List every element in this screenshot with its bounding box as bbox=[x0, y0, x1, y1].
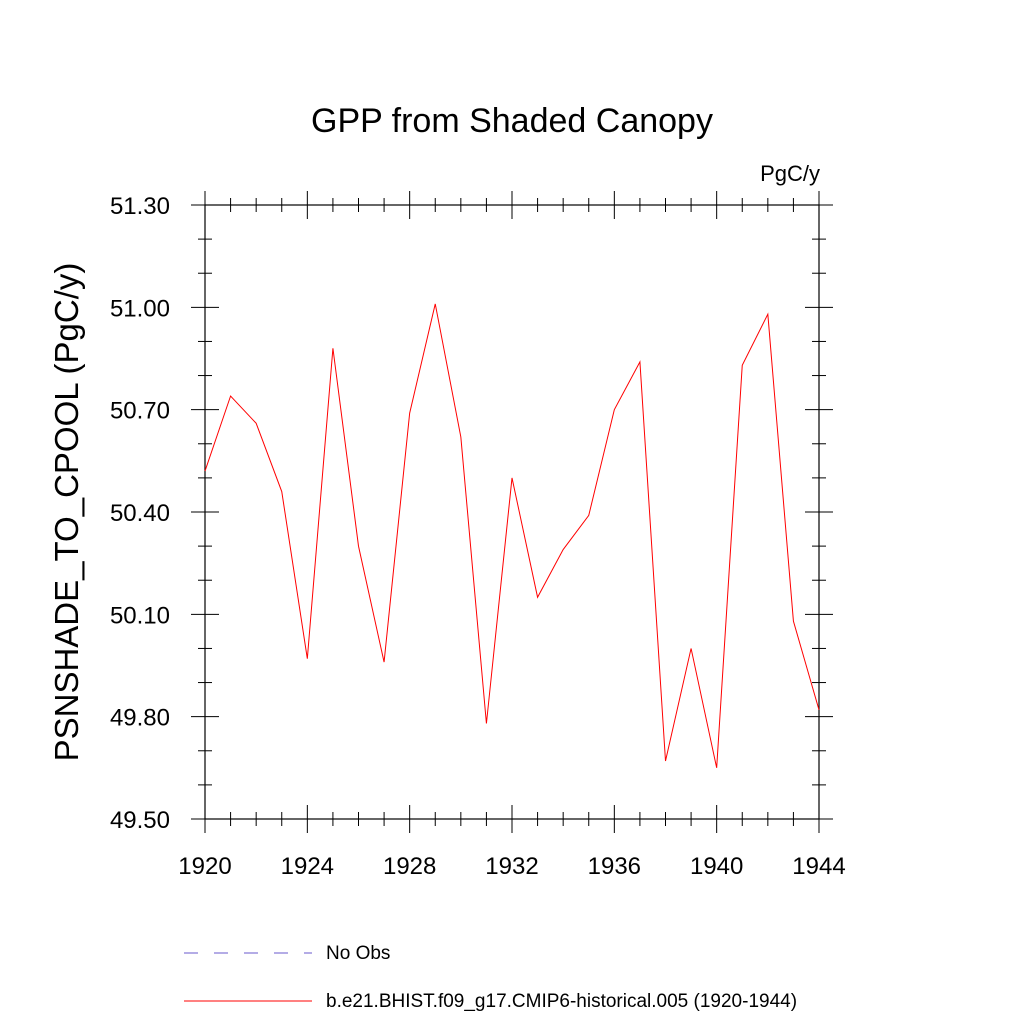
chart-title: GPP from Shaded Canopy bbox=[311, 102, 713, 140]
series-line bbox=[204, 303, 820, 768]
y-tick-label: 49.80 bbox=[110, 705, 170, 732]
legend-label-historical: b.e21.BHIST.f09_g17.CMIP6-historical.005… bbox=[326, 991, 797, 1012]
y-tick-label: 50.10 bbox=[110, 602, 170, 629]
y-tick-label: 50.70 bbox=[110, 398, 170, 425]
y-tick-label: 49.50 bbox=[110, 807, 170, 834]
x-tick-label: 1924 bbox=[281, 853, 334, 880]
series-layer bbox=[204, 303, 820, 768]
x-tick-label: 1932 bbox=[485, 853, 538, 880]
axis-ticks bbox=[191, 191, 833, 833]
axis-tick-labels: 1920 1924 1928 1932 1936 1940 1944 49.50 49.80 50… bbox=[110, 193, 846, 880]
y-tick-label: 51.00 bbox=[110, 295, 170, 322]
x-tick-label: 1920 bbox=[178, 853, 231, 880]
x-tick-label: 1940 bbox=[690, 853, 743, 880]
units-label: PgC/y bbox=[760, 161, 820, 186]
x-tick-label: 1936 bbox=[588, 853, 641, 880]
y-tick-label: 51.30 bbox=[110, 193, 170, 220]
y-axis-label: PSNSHADE_TO_CPOOL (PgC/y) bbox=[48, 263, 85, 762]
y-tick-label: 50.40 bbox=[110, 500, 170, 527]
legend: No Obs b.e21.BHIST.f09_g17.CMIP6-histori… bbox=[184, 943, 797, 1012]
x-tick-label: 1928 bbox=[383, 853, 436, 880]
legend-label-no-obs: No Obs bbox=[326, 943, 390, 964]
plot-frame bbox=[204, 204, 820, 820]
x-tick-label: 1944 bbox=[792, 853, 845, 880]
